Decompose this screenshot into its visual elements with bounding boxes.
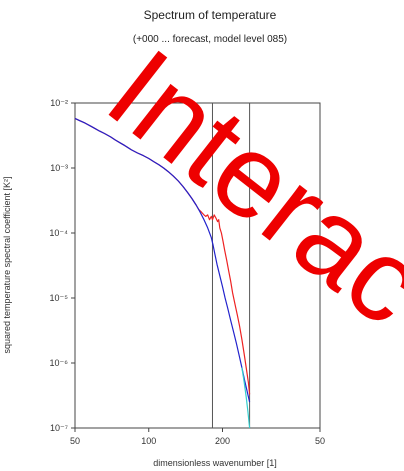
x-tick-label-0: 50: [70, 436, 80, 446]
x-tick-label-2: 200: [215, 436, 230, 446]
series-line-1: [74, 117, 251, 403]
x-axis-ticks: 50 100 200 50: [70, 428, 325, 446]
data-series: [74, 117, 251, 429]
y-axis-ticks: 10⁻⁷ 10⁻⁶ 10⁻⁵ 10⁻⁴ 10⁻³ 10⁻²: [49, 98, 75, 433]
y-axis-label: squared temperature spectral coefficient…: [2, 177, 12, 354]
plot-area: [74, 102, 321, 429]
y-tick-label-4: 10⁻³: [50, 163, 68, 173]
y-tick-label-2: 10⁻⁵: [50, 293, 69, 303]
y-tick-label-3: 10⁻⁴: [49, 228, 68, 238]
chart-subtitle: (+000 ... forecast, model level 085): [133, 34, 287, 45]
x-tick-label-1: 100: [141, 436, 156, 446]
y-tick-label-1: 10⁻⁶: [50, 358, 69, 368]
y-tick-label-5: 10⁻²: [50, 98, 68, 108]
vertical-reference-lines: [211, 103, 251, 428]
y-tick-label-0: 10⁻⁷: [50, 423, 68, 433]
x-tick-label-3: 50: [315, 436, 325, 446]
plot-frame: [74, 102, 321, 429]
series-line-2: [241, 367, 251, 429]
chart-title: Spectrum of temperature: [144, 8, 277, 22]
x-axis-label: dimensionless wavenumber [1]: [153, 458, 277, 468]
